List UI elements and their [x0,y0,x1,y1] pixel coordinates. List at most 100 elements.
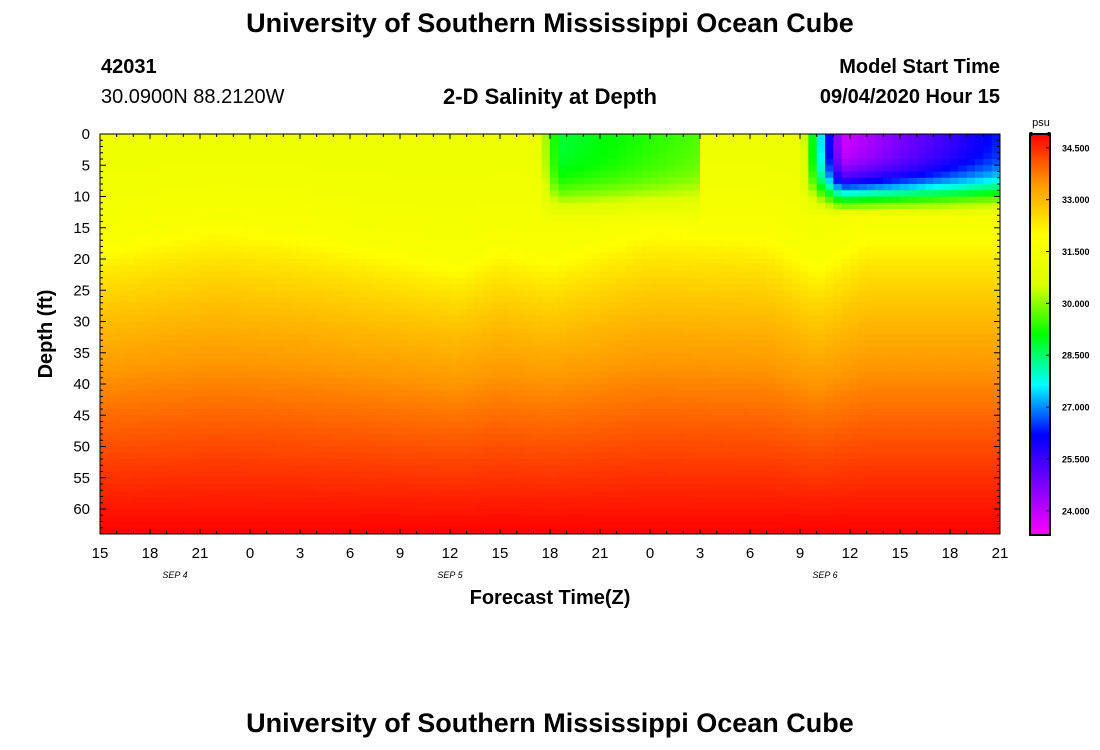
heatmap-cell [475,309,484,316]
heatmap-cell [433,177,443,185]
heatmap-cell [125,234,134,241]
heatmap-cell [691,396,701,404]
heatmap-cell [541,384,551,391]
heatmap-cell [283,196,293,204]
heatmap-cell [591,259,601,266]
heatmap-cell [466,259,476,266]
heatmap-cell [383,134,393,141]
heatmap-cell [125,365,134,372]
heatmap-cell [166,290,176,297]
heatmap-cell [525,334,534,341]
heatmap-cell [141,177,151,185]
heatmap-cell [691,265,701,272]
heatmap-cell [541,290,551,297]
heatmap-cell [216,290,226,297]
heatmap-cell [316,315,326,322]
heatmap-cell [258,134,268,141]
heatmap-cell [650,184,659,191]
heatmap-cell [183,227,193,235]
heatmap-cell [233,459,243,466]
heatmap-cell [625,215,634,222]
heatmap-cell [658,365,668,372]
heatmap-cell [433,490,443,497]
heatmap-cell [350,496,359,504]
heatmap-cell [358,159,368,166]
heatmap-cell [625,409,634,416]
heatmap-cell [733,377,743,385]
heatmap-cell [108,396,118,404]
heatmap-cell [391,177,401,185]
heatmap-cell [325,334,334,341]
heatmap-cell [575,352,584,360]
heatmap-cell [333,365,343,372]
heatmap-cell [400,384,409,391]
heatmap-cell [725,284,734,291]
heatmap-cell [183,315,193,322]
heatmap-cell [650,490,659,497]
heatmap-cell [141,327,151,335]
heatmap-cell [633,284,643,291]
heatmap-cell [675,484,684,491]
heatmap-cell [241,421,251,429]
heatmap-cell [483,471,493,479]
heatmap-cell [641,465,651,472]
heatmap-cell [566,309,576,316]
heatmap-cell [433,315,443,322]
heatmap-cell [200,452,209,460]
heatmap-cell [691,252,701,260]
heatmap-cell [658,240,668,247]
heatmap-cell [508,296,518,304]
heatmap-cell [508,377,518,385]
heatmap-cell [158,452,168,460]
heatmap-cell [283,477,293,485]
heatmap-cell [508,252,518,260]
heatmap-cell [250,396,259,404]
heatmap-cell [508,490,518,497]
heatmap-cell [733,446,743,454]
heatmap-cell [141,296,151,304]
heatmap-cell [333,227,343,235]
heatmap-cell [525,477,534,485]
heatmap-cell [633,440,643,447]
heatmap-cell [616,340,626,347]
heatmap-cell [725,496,734,504]
heatmap-cell [575,396,584,404]
heatmap-cell [191,184,201,191]
heatmap-cell [408,440,418,447]
heatmap-cell [400,140,409,147]
heatmap-cell [258,159,268,166]
heatmap-cell [666,159,676,166]
heatmap-cell [508,321,518,329]
heatmap-cell [408,496,418,504]
heatmap-cell [291,384,301,391]
heatmap-cell [700,252,709,260]
heatmap-cell [700,190,709,197]
heatmap-cell [508,446,518,454]
heatmap-cell [491,227,501,235]
heatmap-cell [125,377,134,385]
heatmap-cell [583,315,593,322]
heatmap-cell [233,309,243,316]
heatmap-cell [216,446,226,454]
heatmap-cell [516,290,526,297]
heatmap-cell [491,196,501,204]
heatmap-cell [575,184,584,191]
heatmap-cell [716,265,726,272]
heatmap-cell [283,496,293,504]
heatmap-cell [483,327,493,335]
heatmap-cell [616,240,626,247]
heatmap-cell [700,415,709,422]
heatmap-cell [475,271,484,279]
heatmap-cell [366,221,376,229]
heatmap-cell [366,202,376,210]
heatmap-cell [275,415,284,422]
heatmap-cell [383,496,393,504]
heatmap-cell [133,302,143,310]
heatmap-cell [633,152,643,160]
heatmap-cell [616,309,626,316]
heatmap-cell [683,446,693,454]
heatmap-cell [550,527,559,535]
heatmap-cell [450,396,459,404]
heatmap-cell [375,202,384,210]
heatmap-cell [166,134,176,141]
